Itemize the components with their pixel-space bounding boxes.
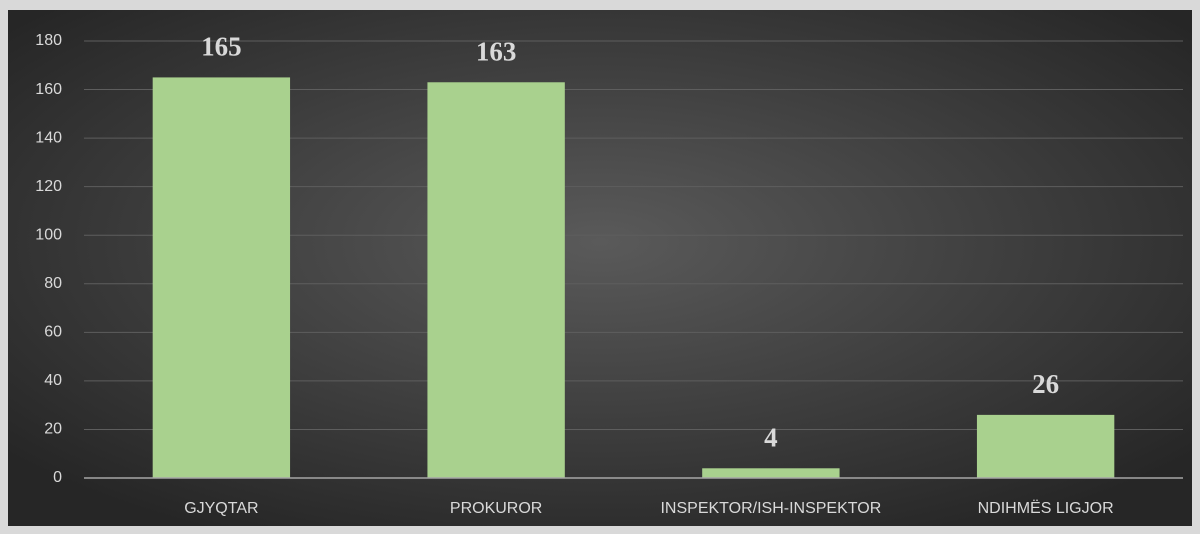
y-tick-label: 40: [44, 372, 62, 389]
data-label: 165: [201, 32, 242, 62]
y-tick-label: 20: [44, 421, 62, 438]
bar: [702, 468, 840, 478]
data-label: 163: [476, 36, 517, 66]
y-tick-label: 120: [35, 178, 62, 195]
x-tick-label: GJYQTAR: [184, 500, 258, 517]
bar: [976, 414, 1115, 478]
x-tick-label: PROKUROR: [450, 500, 542, 517]
bar: [427, 82, 565, 479]
data-label: 4: [764, 422, 778, 452]
y-tick-label: 140: [35, 129, 62, 146]
y-tick-label: 160: [35, 81, 62, 98]
y-tick-label: 80: [44, 275, 62, 292]
x-tick-label: NDIHMËS LIGJOR: [978, 499, 1114, 517]
y-tick-label: 180: [35, 32, 62, 49]
y-tick-label: 60: [44, 324, 62, 341]
bar: [152, 77, 291, 479]
x-tick-label: INSPEKTOR/ISH-INSPEKTOR: [660, 500, 881, 517]
data-label: 26: [1032, 369, 1059, 399]
y-tick-label: 100: [35, 226, 62, 243]
y-tick-label: 0: [53, 469, 62, 486]
